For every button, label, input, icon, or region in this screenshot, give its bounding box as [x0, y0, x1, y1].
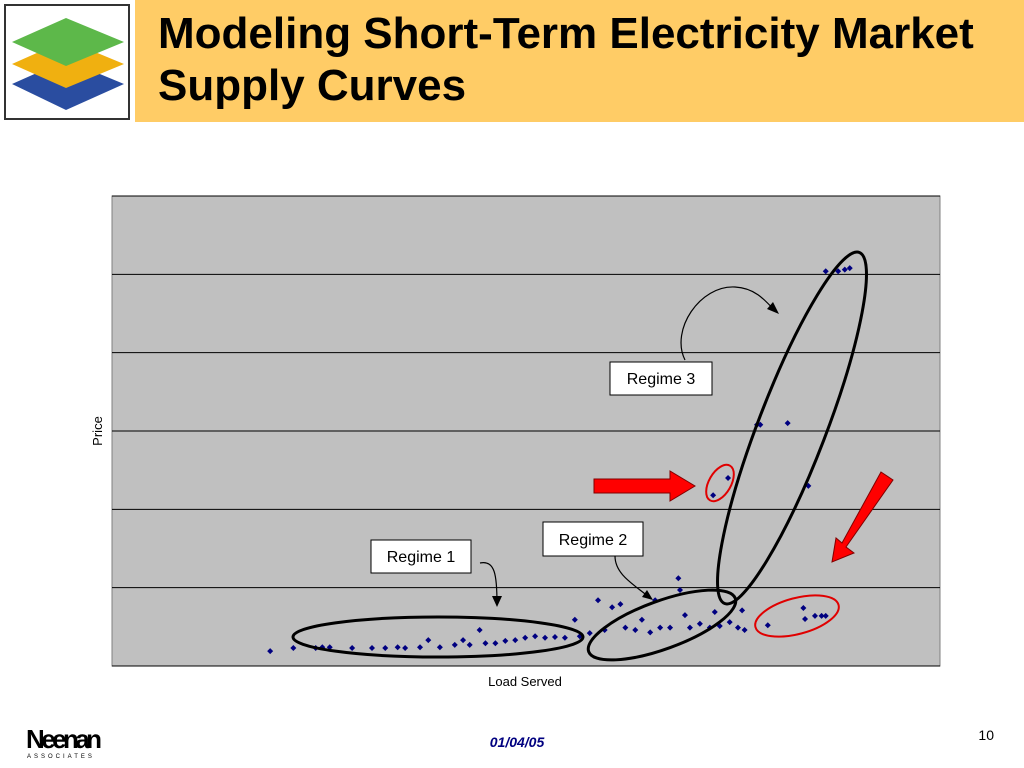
data-point — [677, 587, 684, 594]
data-point — [349, 644, 356, 651]
data-point — [675, 575, 682, 582]
data-point — [451, 641, 458, 648]
footer-logo: Neenan — [26, 724, 102, 754]
data-point — [638, 616, 645, 623]
regime-label: Regime 1 — [387, 549, 456, 566]
data-point — [818, 612, 825, 619]
x-axis-label: Load Served — [488, 674, 562, 689]
arrow-heads — [492, 302, 779, 607]
data-point — [741, 626, 748, 633]
data-point — [734, 624, 741, 631]
data-point — [542, 634, 549, 641]
page-number: 10 — [978, 727, 994, 743]
regime-labels: Regime 1 Regime 2 Regime 3 — [370, 361, 713, 574]
data-point — [290, 644, 297, 651]
data-point — [739, 607, 746, 614]
title-band — [135, 0, 1024, 122]
data-point — [822, 268, 829, 275]
data-point — [476, 626, 483, 633]
data-point — [267, 648, 274, 655]
data-point — [835, 268, 842, 275]
data-point — [512, 637, 519, 644]
data-point — [657, 624, 664, 631]
data-point — [800, 605, 807, 612]
data-point — [667, 624, 674, 631]
data-point — [632, 626, 639, 633]
data-point — [571, 616, 578, 623]
data-point — [726, 619, 733, 626]
regime-label: Regime 3 — [627, 371, 696, 388]
footer-date: 01/04/05 — [490, 734, 545, 750]
data-point — [551, 634, 558, 641]
data-point — [710, 492, 717, 499]
data-point — [822, 612, 829, 619]
data-point — [647, 629, 654, 636]
data-point — [711, 608, 718, 615]
data-point — [561, 634, 568, 641]
data-point — [492, 640, 499, 647]
data-point — [586, 630, 593, 637]
data-point — [522, 634, 529, 641]
data-point — [502, 637, 509, 644]
data-point — [617, 601, 624, 608]
data-point — [532, 633, 539, 640]
data-point — [841, 266, 848, 273]
data-point — [696, 620, 703, 627]
logo — [4, 4, 130, 120]
data-point — [595, 597, 602, 604]
data-point — [436, 644, 443, 651]
data-point — [811, 612, 818, 619]
data-point — [681, 612, 688, 619]
data-point — [622, 624, 629, 631]
regime-label: Regime 2 — [559, 532, 628, 549]
data-point — [725, 475, 732, 481]
data-point — [784, 420, 791, 427]
red-arrows — [593, 470, 894, 563]
data-point — [466, 641, 473, 648]
data-point — [382, 644, 389, 651]
data-point — [402, 644, 409, 651]
data-point — [368, 644, 375, 651]
data-point — [764, 622, 771, 629]
y-axis-label: Price — [90, 416, 105, 446]
data-point — [686, 624, 693, 631]
logo-icon — [12, 18, 124, 110]
data-point — [846, 265, 853, 272]
data-point — [482, 640, 489, 647]
data-point — [417, 644, 424, 651]
data-point — [609, 604, 616, 611]
data-point — [394, 644, 401, 651]
data-point — [425, 637, 432, 644]
highlight-ellipses — [705, 463, 840, 638]
data-point — [460, 637, 467, 644]
regime-ellipses — [291, 250, 868, 662]
data-point — [802, 616, 809, 622]
footer-logo-sub: ASSOCIATES — [27, 754, 95, 760]
slide-title: Modeling Short-Term Electricity Market S… — [158, 9, 974, 110]
